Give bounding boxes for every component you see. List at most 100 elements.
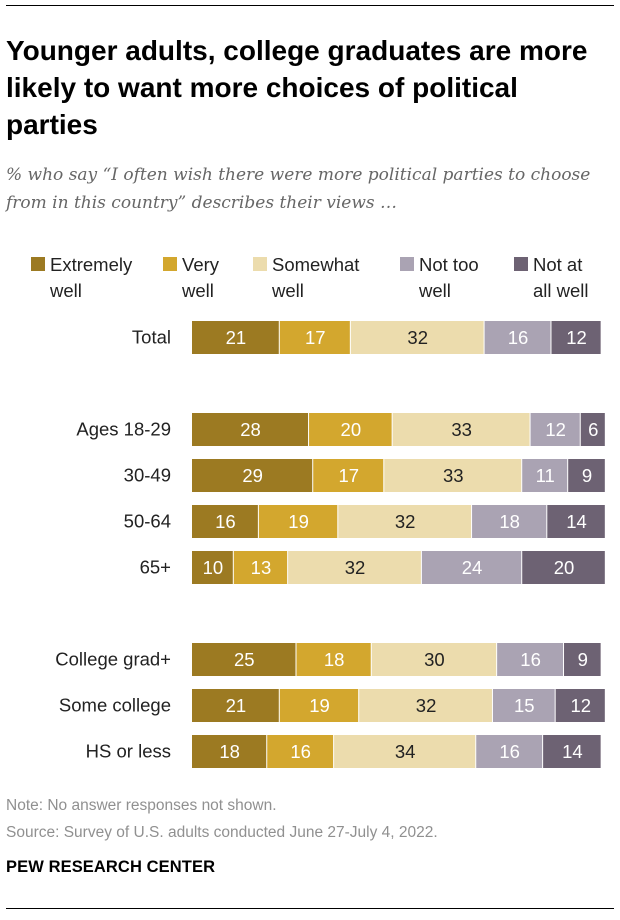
bar-row-50-64: 50-64 16 19 32 18 14: [124, 505, 605, 538]
data-label: 16: [508, 327, 529, 348]
data-label: 29: [242, 465, 263, 486]
legend-label-line: Very: [182, 254, 220, 275]
chart-subtitle: % who say “I often wish there were more …: [6, 165, 591, 213]
data-label: 16: [499, 741, 520, 762]
chart-title: Younger adults, college graduates are mo…: [6, 35, 588, 140]
bar-segment-not-too-well: [472, 505, 547, 538]
legend-swatch: [400, 257, 414, 271]
data-label: 32: [345, 557, 366, 578]
pew-logo: PEW RESEARCH CENTER: [6, 858, 216, 876]
bar-segment-not-at-all-well: [564, 643, 601, 676]
note-text: Note: No answer responses not shown.: [6, 797, 277, 814]
bar-segment-very-well: [258, 505, 338, 538]
bar-segment-very-well: [313, 459, 384, 492]
footnote: Note: No answer responses not shown. Sou…: [6, 792, 438, 846]
bar-segment-not-too-well: [522, 459, 568, 492]
data-label: 19: [288, 511, 309, 532]
legend-item-very-well: Very well: [163, 252, 282, 304]
bar-segment-extremely-well: [192, 505, 258, 538]
legend-swatch: [31, 257, 45, 271]
legend-label: Not at all well: [533, 252, 620, 304]
bar-segment-not-too-well: [421, 551, 522, 584]
category-label: 50-64: [124, 511, 171, 532]
data-label: 9: [578, 649, 588, 670]
legend-item-not-too-well: Not too well: [400, 252, 519, 304]
bar-row-hs-or-less: HS or less 18 16 34 16 14: [86, 735, 601, 768]
legend: Extremely well Very well Somewhat well Not too…: [0, 252, 620, 304]
bottom-rule: [6, 908, 614, 909]
bar-segment-not-too-well: [484, 321, 551, 354]
legend-label: Extremely well: [50, 252, 150, 304]
data-label: 12: [570, 695, 591, 716]
category-label: College grad+: [55, 649, 171, 670]
legend-item-not-at-all-well: Not at all well: [514, 252, 620, 304]
bar-segment-extremely-well: [192, 413, 309, 446]
data-label: 17: [338, 465, 359, 486]
data-label: 14: [562, 741, 583, 762]
bar-segment-somewhat-well: [384, 459, 522, 492]
data-label: 32: [416, 695, 437, 716]
bar-row-30-49: 30-49 29 17 33 11 9: [124, 459, 605, 492]
bar-segment-somewhat-well: [338, 505, 472, 538]
legend-label-line: well: [182, 280, 214, 301]
data-label: 16: [215, 511, 236, 532]
bar-row-some-college: Some college 21 19 32 15 12: [59, 689, 605, 722]
bar-segment-not-too-well: [476, 735, 543, 768]
data-label: 12: [566, 327, 587, 348]
category-label: Ages 18-29: [76, 419, 171, 440]
bar-segment-very-well: [296, 643, 371, 676]
bar-segment-not-at-all-well: [551, 321, 601, 354]
data-label: 25: [234, 649, 255, 670]
data-label: 18: [219, 741, 240, 762]
data-label: 12: [545, 419, 566, 440]
top-rule: [6, 5, 614, 6]
bar-segment-extremely-well: [192, 643, 296, 676]
bar-row-college-grad-: College grad+ 25 18 30 16 9: [55, 643, 601, 676]
legend-label-line: Somewhat: [272, 254, 360, 275]
legend-label: Somewhat well: [272, 252, 372, 304]
data-label: 14: [566, 511, 587, 532]
data-label: 19: [309, 695, 330, 716]
legend-swatch: [253, 257, 267, 271]
bar-segment-not-too-well: [497, 643, 564, 676]
bar-segment-very-well: [267, 735, 334, 768]
data-label: 17: [305, 327, 326, 348]
data-label: 28: [240, 419, 261, 440]
legend-label-line: all well: [533, 280, 589, 301]
bar-segment-very-well: [309, 413, 392, 446]
category-label: 30-49: [124, 465, 171, 486]
legend-label-line: Not at: [533, 254, 583, 275]
bar-segment-extremely-well: [192, 689, 279, 722]
bar-row-total: Total 21 17 32 16 12: [132, 321, 601, 354]
bar-segment-not-at-all-well: [543, 735, 601, 768]
bar-segment-very-well: [279, 321, 350, 354]
bar-segment-somewhat-well: [371, 643, 497, 676]
bar-segment-not-at-all-well: [547, 505, 605, 538]
legend-label: Very well: [182, 252, 282, 304]
bar-row-65-: 65+ 10 13 32 24 20: [140, 551, 605, 584]
category-label: Total: [132, 327, 171, 348]
bar-segment-extremely-well: [192, 321, 279, 354]
legend-swatch: [163, 257, 177, 271]
source-text: Source: Survey of U.S. adults conducted …: [6, 824, 438, 841]
category-label: Some college: [59, 695, 171, 716]
data-label: 24: [462, 557, 483, 578]
bar-segment-very-well: [233, 551, 288, 584]
data-label: 32: [395, 511, 416, 532]
bar-segment-somewhat-well: [334, 735, 476, 768]
data-label: 20: [554, 557, 575, 578]
data-label: 21: [226, 695, 247, 716]
category-label: HS or less: [86, 741, 171, 762]
bar-segment-not-at-all-well: [580, 413, 605, 446]
bar-segment-somewhat-well: [288, 551, 421, 584]
bar-segment-very-well: [279, 689, 359, 722]
bar-segment-not-too-well: [492, 689, 555, 722]
legend-item-somewhat-well: Somewhat well: [253, 252, 372, 304]
data-label: 18: [324, 649, 345, 670]
bar-segment-somewhat-well: [350, 321, 484, 354]
data-label: 16: [520, 649, 541, 670]
bar-segment-not-at-all-well: [568, 459, 605, 492]
legend-label-line: well: [419, 280, 451, 301]
bar-segment-extremely-well: [192, 735, 267, 768]
bar-segment-somewhat-well: [359, 689, 492, 722]
